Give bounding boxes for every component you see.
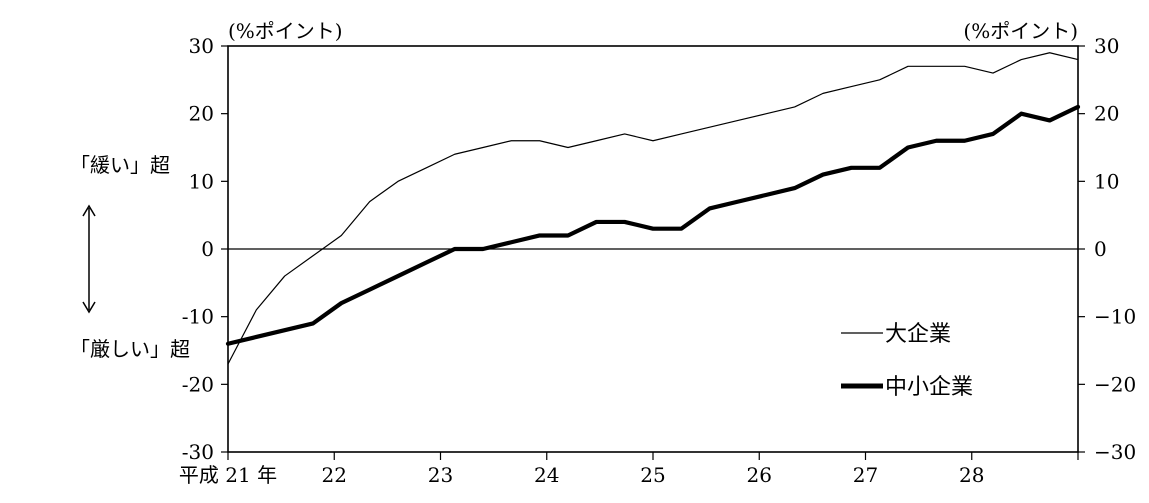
y-tick-label-right: 10: [1094, 169, 1119, 193]
series-line-large-enterprises: [227, 52, 1079, 365]
x-tick-label: 27: [853, 463, 878, 487]
x-tick-label: 22: [322, 463, 347, 487]
y-tick-label-right: 20: [1094, 102, 1119, 126]
y-tick-label-left: 20: [189, 102, 214, 126]
y-tick-label-left: -20: [182, 372, 214, 396]
x-tick-label: 24: [534, 463, 559, 487]
y-tick-label-right: −20: [1094, 372, 1136, 396]
x-tick-label: 26: [747, 463, 772, 487]
series-layer: [225, 52, 1081, 365]
annotation-lower: 「厳しい」超: [70, 337, 190, 361]
y-axis-unit-left: (%ポイント): [228, 19, 343, 43]
y-tick-label-right: 30: [1094, 34, 1119, 58]
x-tick-label: 28: [959, 463, 984, 487]
legend: 大企業 中小企業: [841, 322, 973, 400]
annotation-arrow: [82, 204, 96, 314]
y-tick-label-right: −10: [1094, 305, 1136, 329]
legend-label-large: 大企業: [885, 322, 951, 347]
y-tick-label-left: 30: [189, 34, 214, 58]
y-tick-label-left: -10: [182, 305, 214, 329]
legend-label-small: 中小企業: [885, 375, 973, 400]
x-tick-label: 平成 21 年: [179, 463, 277, 487]
axes-layer: 30 30 20 20 10 10 0 0 -10 −10 -20 −20 -30 −30 平成 21 年 2…: [179, 34, 1136, 487]
y-axis-unit-right: (%ポイント): [963, 19, 1078, 43]
y-tick-label-left: -30: [182, 440, 214, 464]
x-tick-label: 23: [428, 463, 453, 487]
x-tick-label: 25: [640, 463, 665, 487]
series-line-small-medium-enterprises: [225, 104, 1081, 346]
annotation-upper: 「緩い」超: [70, 153, 170, 177]
y-tick-label-left: 10: [189, 169, 214, 193]
y-tick-label-right: 0: [1094, 237, 1107, 261]
y-tick-label-left: 0: [201, 237, 214, 261]
y-tick-label-right: −30: [1094, 440, 1136, 464]
